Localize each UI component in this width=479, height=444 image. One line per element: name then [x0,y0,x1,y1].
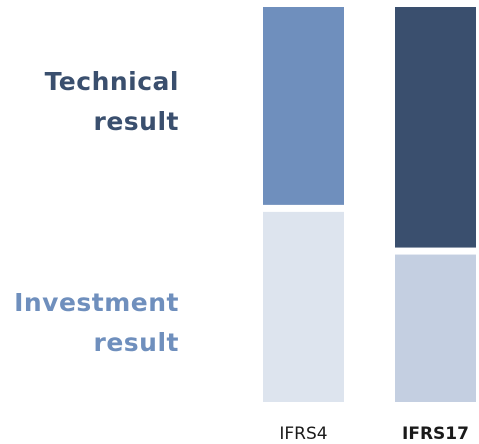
series-label: Technical result [44,67,179,136]
series-label: Investment result [14,288,179,357]
bar-segment [263,7,344,205]
bar-segment [395,7,476,248]
x-tick-label: IFRS4 [279,424,327,444]
bar-segment [395,254,476,402]
bar-segment [263,211,344,402]
x-tick-label: IFRS17 [402,424,469,444]
